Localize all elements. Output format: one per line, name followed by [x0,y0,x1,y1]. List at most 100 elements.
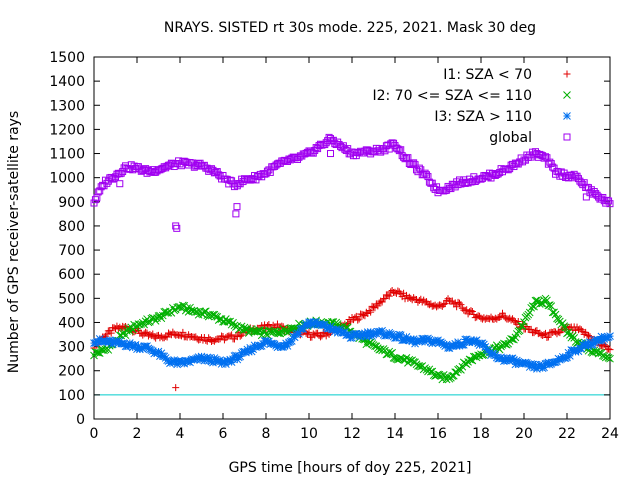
series-3 [90,317,614,373]
x-tick-label: 16 [429,426,447,442]
data-point [355,332,364,340]
data-point [451,339,460,348]
data-point [236,352,245,361]
data-point [275,342,283,350]
data-point [544,333,552,341]
data-point [320,320,329,329]
x-tick-label: 22 [558,426,576,442]
data-point [497,312,505,320]
data-point [493,315,501,323]
data-point [543,296,551,305]
data-point [561,323,570,332]
data-point [371,304,379,312]
data-point [566,352,574,360]
data-point [171,357,180,366]
legend-label: I2: 70 <= SZA <= 110 [372,88,532,104]
y-tick-label: 900 [58,195,85,211]
y-tick-label: 1100 [49,147,85,163]
data-point [563,353,571,362]
data-point [227,358,236,367]
data-point [428,339,437,348]
data-point [105,336,114,344]
data-point [91,196,99,204]
data-point [365,307,373,315]
data-point [150,314,159,323]
data-point [216,356,224,364]
data-point [365,339,374,347]
data-point [269,339,278,348]
data-point [421,338,429,346]
data-point [498,354,507,363]
data-point [232,351,240,360]
y-tick-label: 0 [76,412,85,428]
data-point [273,329,282,337]
data-point [193,335,201,343]
data-point [515,326,524,335]
data-marks-layer [90,133,614,392]
data-point [384,291,392,299]
data-point [265,320,273,328]
data-point [540,331,548,339]
data-point [361,329,369,338]
data-point [561,354,570,363]
data-point [534,362,543,371]
data-point [440,300,448,308]
data-point [531,296,540,305]
data-point [247,347,256,356]
data-point [228,331,236,339]
data-point [578,341,587,349]
x-tick-label: 24 [601,426,619,442]
data-point [472,336,481,345]
y-tick-label: 400 [58,315,85,331]
data-point [354,316,362,324]
data-point [530,363,538,372]
x-tick-label: 2 [133,426,142,442]
data-point [504,356,513,364]
data-point [423,171,431,179]
data-point [408,337,417,346]
data-point [219,358,227,366]
data-point [162,332,170,340]
data-point [295,330,303,338]
data-point [606,346,614,354]
legend-label: global [489,130,532,146]
data-point [139,331,147,339]
data-point [201,307,210,316]
data-point [223,356,232,365]
data-point [316,333,324,341]
legend-marker [563,70,571,78]
data-point [110,324,118,332]
data-point [110,337,118,346]
x-tick-label: 12 [343,426,361,442]
data-point [205,334,213,342]
outlier-point [233,203,241,211]
data-point [309,330,317,338]
y-axis-title: Number of GPS receiver-satellite rays [6,111,22,373]
data-point [467,307,475,315]
data-point [527,325,535,333]
data-point [243,345,252,354]
legend: I1: SZA < 70 I2: 70 <= SZA <= 110 I3: SZA … [372,67,571,146]
data-point [265,337,273,346]
data-point [517,321,525,330]
data-point [518,322,527,331]
y-tick-label: 1000 [49,171,85,187]
chart-title: NRAYS. SISTED rt 30s mode. 225, 2021. Ma… [164,20,536,36]
data-point [358,310,366,318]
legend-label: I1: SZA < 70 [443,67,532,83]
data-point [381,295,389,303]
data-point [282,339,290,348]
data-point [362,332,371,341]
y-tick-label: 200 [58,364,85,380]
y-tick-label: 800 [58,219,85,235]
data-point [568,331,577,340]
data-point [544,301,553,310]
outlier-point [172,222,180,230]
data-point [510,316,518,324]
data-point [543,334,551,342]
data-point [553,357,561,366]
data-point [302,329,310,337]
data-point [514,317,522,325]
outlier-point [173,224,181,232]
data-point [194,353,203,361]
